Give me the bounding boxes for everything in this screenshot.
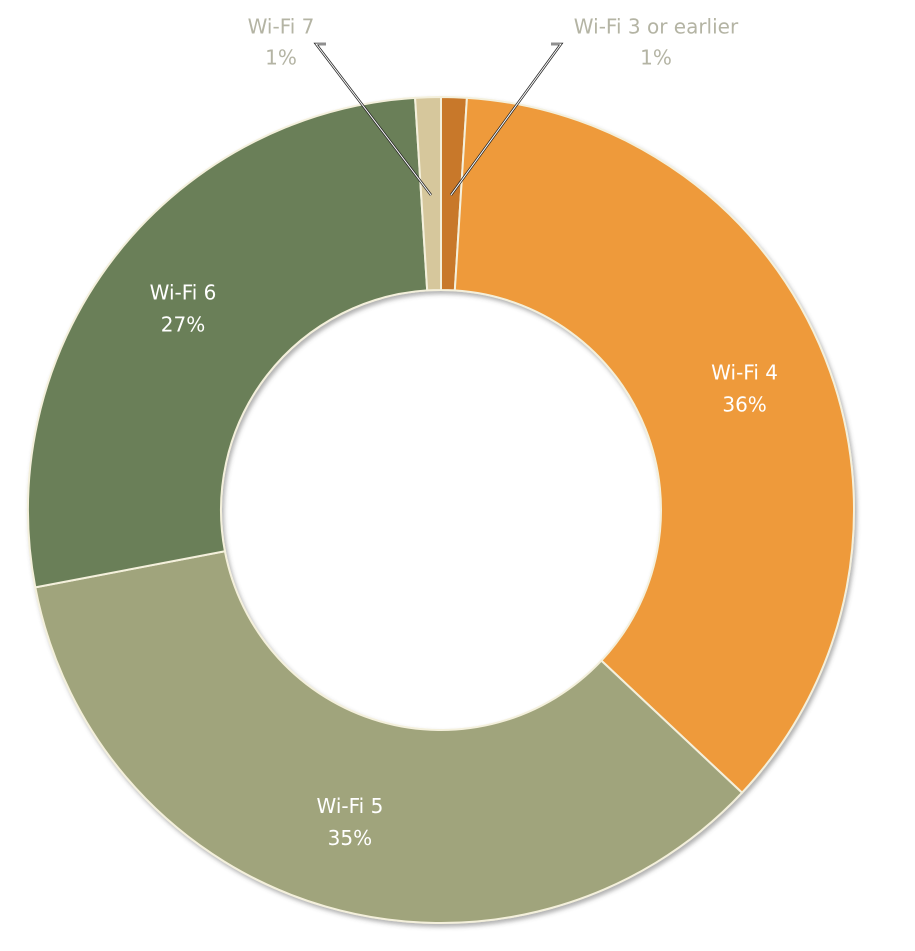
value-label: 35% (328, 826, 372, 850)
slice-label: Wi-Fi 6 (150, 280, 217, 304)
slice-label: Wi-Fi 3 or earlier (574, 15, 739, 39)
value-label: 36% (722, 392, 766, 416)
donut-slice (27, 96, 429, 589)
labels: Wi-Fi 3 or earlier 1% Wi-Fi 4 36% Wi-Fi 5 35%… (150, 15, 778, 851)
slice-label: Wi-Fi 4 (711, 360, 778, 384)
value-label: 1% (265, 46, 297, 70)
slice-label: Wi-Fi 7 (248, 15, 315, 39)
value-label: 1% (640, 46, 672, 70)
value-label: 27% (161, 312, 205, 336)
donut-slice (34, 550, 744, 924)
slice-label: Wi-Fi 5 (317, 794, 384, 818)
slices (27, 95, 855, 924)
donut-slice (453, 96, 855, 795)
leader-line (314, 43, 432, 196)
donut-slice (414, 95, 442, 292)
leader-line (450, 43, 562, 196)
